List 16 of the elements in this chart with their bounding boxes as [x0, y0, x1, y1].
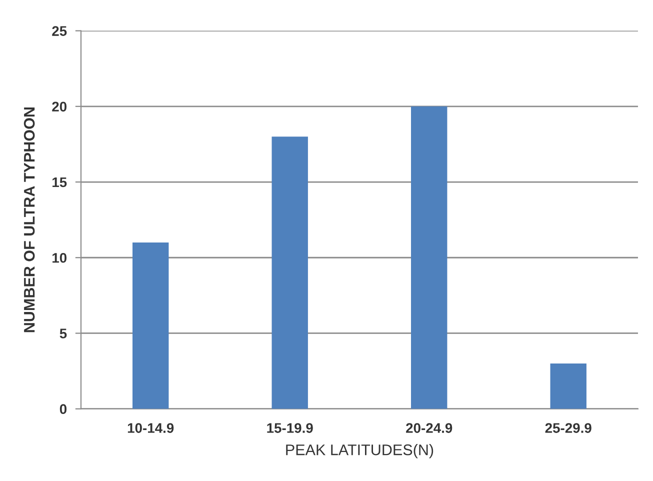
x-tick-label: 15-19.9	[267, 423, 313, 433]
x-tick-label: 10-14.9	[128, 423, 174, 433]
y-tick-label: 25	[52, 26, 67, 36]
y-tick-label: 0	[60, 404, 67, 414]
bar	[272, 136, 308, 409]
x-axis-title: PEAK LATITUDES(N)	[286, 444, 434, 458]
y-tick-label: 20	[52, 102, 67, 112]
y-tick-label: 5	[60, 328, 67, 338]
y-tick-label: 10	[52, 252, 67, 263]
bar	[550, 363, 586, 409]
bar	[132, 242, 169, 409]
bar	[411, 106, 448, 409]
x-tick-label: 20-24.9	[406, 423, 452, 433]
y-axis-title: NUMBER OF ULTRA TYPHOON	[24, 108, 35, 332]
y-tick-label: 15	[52, 177, 67, 188]
x-tick-label: 25-29.9	[545, 423, 592, 433]
